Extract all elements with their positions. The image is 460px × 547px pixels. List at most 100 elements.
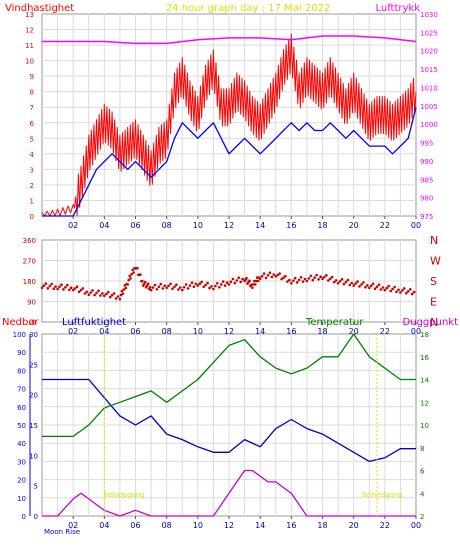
wind-direction-point [81,287,85,290]
wind-direction-point [381,286,385,289]
hum-x-tick-label: 14 [255,521,265,530]
wind-direction-point [169,282,172,286]
rain-tick-label: 60 [17,404,26,412]
wind-direction-point [325,274,328,277]
wind-direction-point [329,277,332,281]
wind-direction-point [258,277,262,281]
wind-speed-tick-label: 5 [30,135,34,143]
rain-tick-label: 30 [17,458,26,466]
wind-speed-tick-label: 9 [30,73,34,81]
wind-direction-point [311,278,315,282]
wind-direction-point [327,279,330,282]
moon-rise-label: Moon Rise [44,528,80,536]
wind-direction-point [40,286,44,290]
wind-direction-point [132,271,135,274]
wind-direction-point [371,282,375,286]
rain-tick-label: 70 [17,386,26,394]
wind-direction-point [319,275,322,279]
wind-direction-point [151,286,155,289]
wind-direction-point [266,274,270,277]
hum-x-tick-label: 00 [411,521,421,530]
wind-direction-point [375,285,379,289]
pressure-tick-label: 1020 [420,48,438,56]
wind-direction-point [161,287,165,290]
wind-direction-point [177,288,180,291]
temperature-label: Temperatur [305,317,364,328]
temperature-tick-label: 18 [420,331,429,339]
wind-speed-tick-label: 8 [30,89,34,97]
humidity-tick-label: 30 [29,331,38,339]
wind-direction-point [362,281,365,284]
wind-direction-point [64,286,67,289]
wind-direction-point [399,291,402,294]
wind-speed-tick-label: 7 [30,104,34,112]
direction-tick-label: 0 [32,319,36,327]
wind-direction-point [227,283,231,286]
direction-tick-label: 180 [23,278,36,286]
wind-direction-point [155,288,159,291]
wind-direction-point [119,293,123,297]
rain-tick-label: 50 [17,422,26,430]
wind-direction-point [383,288,387,292]
wind-direction-point [332,280,336,284]
hum-x-tick-label: 06 [130,521,140,530]
wind-direction-point [110,293,114,297]
wind-direction-point [323,275,326,279]
wind-direction-point [330,275,334,279]
wind-direction-point [66,283,69,287]
humidity-tick-label: 5 [34,483,38,491]
wind-direction-point [393,285,396,289]
pressure-tick-label: 1000 [420,121,438,129]
wind-direction-point [112,292,116,295]
wind-direction-point [46,287,50,290]
wind-gust-series [41,33,417,217]
hum-x-tick-label: 08 [162,521,172,530]
wind-direction-point [103,294,106,298]
wind-x-tick-label: 20 [349,221,359,230]
wind-direction-point [239,280,242,284]
hum-x-tick-label: 10 [193,521,203,530]
wind-direction-point [253,279,256,283]
wind-direction-point [99,294,102,297]
temperature-tick-label: 16 [420,354,429,362]
wind-direction-point [127,278,130,282]
wind-direction-point [212,287,215,291]
wind-direction-point [58,285,61,289]
dir-x-tick-label: 08 [162,327,172,336]
wind-x-tick-label: 10 [193,221,203,230]
wind-speed-tick-label: 10 [25,58,34,66]
wind-speed-tick-label: 12 [25,27,34,35]
wind-x-tick-label: 22 [380,221,390,230]
wind-direction-point [297,278,301,282]
wind-direction-point [350,281,354,285]
wind-direction-point [171,287,174,291]
humidity-tick-label: 0 [34,513,38,521]
wind-direction-point [97,289,100,293]
wind-x-tick-label: 12 [224,221,234,230]
wind-direction-point [167,284,170,288]
hum-x-tick-label: 16 [286,521,296,530]
wind-direction-point [369,284,373,288]
compass-label: S [430,275,437,288]
wind-direction-point [315,273,319,277]
wind-direction-point [44,282,48,285]
wind-direction-point [42,284,46,288]
wind-direction-point [56,287,59,291]
compass-label: W [430,255,441,268]
sunrise-label: Soloppgang [103,491,144,499]
wind-direction-point [290,282,293,285]
wind-direction-point [223,284,227,287]
wind-direction-point [282,276,285,279]
temperature-tick-label: 12 [420,399,429,407]
wind-direction-point [229,280,233,284]
wind-direction-point [256,279,260,283]
wind-direction-point [406,290,410,293]
wind-direction-point [79,288,83,292]
wind-direction-point [52,287,55,291]
wind-direction-point [225,281,229,285]
wind-speed-tick-label: 3 [30,166,34,174]
pressure-label: Lufttrykk [375,3,420,14]
wind-direction-point [280,277,283,281]
wind-direction-point [389,289,393,293]
wind-direction-point [274,275,278,278]
